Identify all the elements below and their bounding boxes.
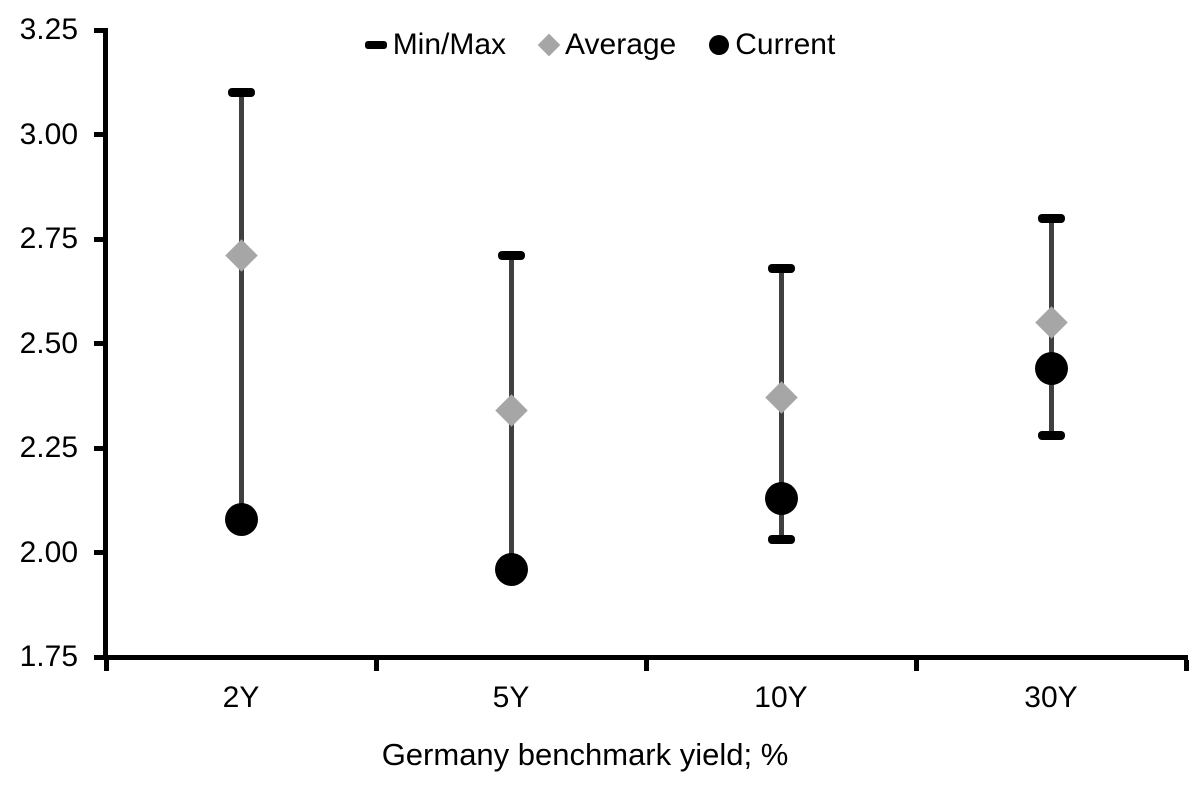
x-boundary-tick-1	[373, 660, 379, 671]
y-tick-2.50	[94, 341, 104, 346]
y-tick-label-2.00: 2.00	[19, 535, 78, 569]
legend-label-minmax: Min/Max	[392, 28, 507, 61]
average-marker-30Y	[1034, 306, 1068, 339]
current-circle-icon	[709, 35, 730, 55]
y-axis-line	[103, 28, 108, 660]
current-marker-5Y	[494, 552, 528, 586]
x-boundary-tick-2	[643, 660, 649, 671]
x-tick-label-5Y: 5Y	[492, 681, 530, 714]
current-marker-30Y	[1034, 352, 1068, 386]
x-tick-label-30Y: 30Y	[1024, 681, 1078, 714]
y-tick-1.75	[94, 654, 104, 660]
y-tick-label-2.25: 2.25	[19, 431, 78, 464]
y-tick-label-1.75: 1.75	[19, 640, 78, 673]
x-axis-line	[103, 655, 1188, 660]
current-marker-2Y	[224, 502, 258, 536]
x-boundary-tick-4	[1183, 660, 1189, 671]
min-cap-10Y	[767, 535, 795, 545]
legend-item-minmax: Min/Max	[364, 28, 507, 62]
y-tick-label-3.00: 3.00	[19, 117, 78, 151]
y-tick-label-3.25: 3.25	[19, 13, 78, 46]
average-marker-10Y	[764, 381, 798, 415]
max-cap-5Y	[497, 251, 525, 261]
chart-legend: Min/Max Average Current	[0, 28, 1200, 62]
legend-label-average: Average	[565, 28, 677, 61]
x-axis-title: Germany benchmark yield; %	[381, 737, 789, 772]
max-cap-2Y	[227, 88, 255, 98]
max-cap-30Y	[1037, 213, 1065, 223]
y-tick-3.25	[94, 27, 104, 33]
y-tick-label-2.50: 2.50	[19, 326, 78, 360]
legend-item-current: Current	[709, 28, 835, 62]
y-tick-2.75	[94, 236, 104, 242]
range-line-2Y	[238, 92, 244, 520]
legend-item-average: Average	[537, 28, 677, 62]
x-tick-label-2Y: 2Y	[222, 681, 260, 714]
y-tick-2.00	[94, 550, 104, 555]
average-marker-2Y	[224, 239, 258, 272]
minmax-dash-icon	[364, 41, 387, 49]
x-boundary-tick-3	[913, 660, 919, 671]
y-tick-label-2.75: 2.75	[19, 222, 78, 255]
y-tick-3.00	[94, 132, 104, 137]
average-diamond-icon	[537, 33, 561, 57]
min-cap-30Y	[1037, 430, 1065, 440]
current-marker-10Y	[764, 481, 798, 515]
x-boundary-tick-0	[103, 660, 109, 671]
legend-label-current: Current	[735, 28, 836, 61]
x-tick-label-10Y: 10Y	[754, 681, 808, 714]
average-marker-5Y	[494, 394, 528, 427]
y-tick-2.25	[94, 445, 104, 451]
max-cap-10Y	[767, 263, 795, 273]
